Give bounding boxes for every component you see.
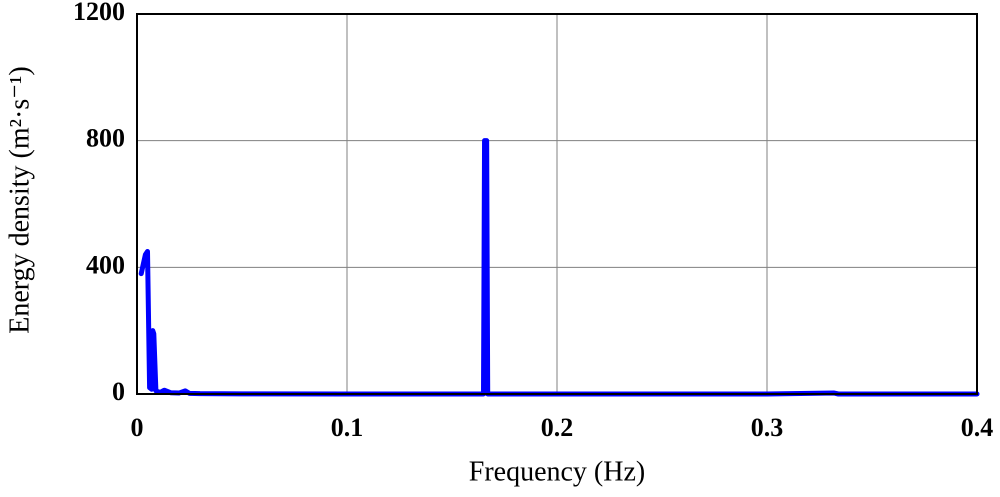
x-tick-label: 0.4 bbox=[961, 413, 994, 442]
y-tick-label: 1200 bbox=[73, 0, 125, 26]
plot-frame bbox=[136, 13, 978, 395]
x-tick-label: 0.3 bbox=[751, 413, 784, 442]
y-tick-label: 0 bbox=[112, 377, 125, 406]
y-tick-label: 800 bbox=[86, 124, 125, 153]
x-tick-label: 0.2 bbox=[541, 413, 574, 442]
y-tick-label: 400 bbox=[86, 250, 125, 279]
x-axis-title: Frequency (Hz) bbox=[469, 456, 645, 487]
y-axis-title: Energy density (m²·s⁻¹) bbox=[4, 66, 35, 333]
x-tick-label: 0.1 bbox=[331, 413, 364, 442]
x-tick-label: 0 bbox=[131, 413, 144, 442]
